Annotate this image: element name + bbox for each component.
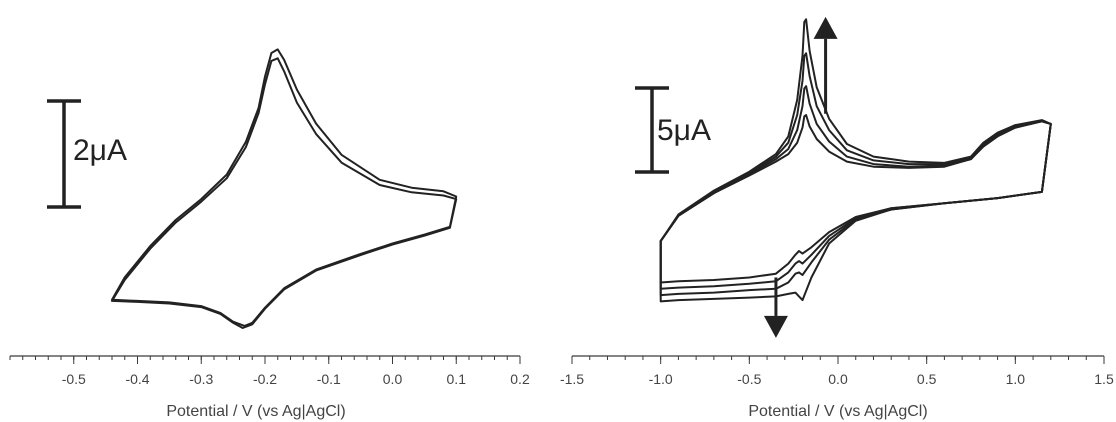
x-tick-label: -0.4 [125,371,149,387]
right-arrows [763,16,838,338]
x-tick-label: 0.5 [917,371,937,387]
arrow-up-icon [813,16,838,39]
cv-curve-2 [111,48,458,327]
right-x-axis-label: Potential / V (vs Ag|AgCl) [748,403,927,420]
x-tick-label: -0.3 [189,371,213,387]
cv-curve-4 [659,18,1052,303]
x-tick-label: -1.0 [649,371,673,387]
x-tick-label: 0.0 [383,371,403,387]
x-tick-label: 0.2 [510,371,530,387]
left-x-axis: -0.5 -0.4 -0.3 -0.2 -0.1 0.0 0.1 0.2 [9,355,530,387]
right-x-axis: -1.5 -1.0 -0.5 0.0 0.5 1.0 1.5 [560,355,1114,387]
right-curves [659,18,1052,303]
panel-left-cv: 2μA -0.5 -0.4 -0.3 -0.2 -0.1 0.0 0.1 0.2 Potent… [9,48,530,420]
x-tick-label: -0.5 [737,371,761,387]
x-tick-label: 1.0 [1006,371,1026,387]
cv-curve-3 [659,52,1052,297]
left-curves [111,48,458,329]
arrow-down-icon [763,315,788,338]
left-x-axis-label: Potential / V (vs Ag|AgCl) [166,403,345,420]
x-tick-label: -0.1 [317,371,341,387]
panel-right-cv: 5μA -1.5 -1.0 -0.5 0.0 0.5 1.0 1.5 Potential /… [560,16,1114,420]
x-tick-label: -0.2 [253,371,277,387]
x-tick-label: -0.5 [62,371,86,387]
left-scale-bar: 2μA [47,99,127,209]
right-scale-bar-label: 5μA [657,114,711,147]
cv-curve-1 [111,57,458,329]
x-tick-label: 0.1 [447,371,467,387]
cv-curve-2 [659,85,1052,290]
x-tick-label: 1.5 [1094,371,1114,387]
x-tick-label: 0.0 [828,371,848,387]
x-tick-label: -1.5 [560,371,584,387]
right-scale-bar: 5μA [635,86,711,174]
left-scale-bar-label: 2μA [73,134,127,167]
